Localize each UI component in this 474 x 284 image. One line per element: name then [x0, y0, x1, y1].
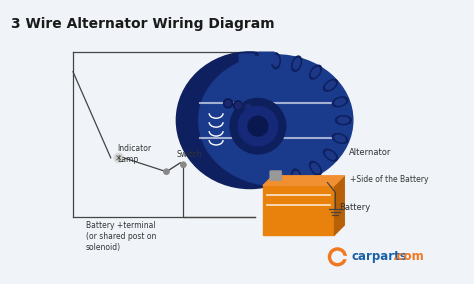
Ellipse shape [326, 151, 335, 159]
Text: Switch: Switch [176, 150, 202, 159]
Text: +Side of the Battery: +Side of the Battery [350, 175, 429, 184]
Text: Battery +terminal
(or shared post on
solenoid): Battery +terminal (or shared post on sol… [86, 221, 156, 252]
Ellipse shape [326, 81, 335, 89]
Circle shape [328, 248, 346, 266]
FancyBboxPatch shape [263, 185, 335, 235]
Ellipse shape [332, 97, 348, 107]
Text: carparts: carparts [351, 250, 407, 263]
Ellipse shape [292, 56, 301, 71]
Circle shape [230, 99, 286, 154]
Ellipse shape [324, 80, 337, 91]
Text: Battery: Battery [339, 203, 371, 212]
Ellipse shape [335, 135, 346, 142]
Ellipse shape [199, 55, 353, 185]
Ellipse shape [336, 116, 351, 125]
Circle shape [332, 251, 343, 262]
Ellipse shape [271, 172, 280, 187]
Circle shape [114, 153, 124, 163]
Circle shape [244, 103, 253, 112]
FancyBboxPatch shape [239, 54, 255, 66]
Ellipse shape [292, 169, 301, 184]
Ellipse shape [176, 52, 323, 189]
Ellipse shape [293, 59, 300, 69]
FancyBboxPatch shape [337, 256, 347, 258]
FancyBboxPatch shape [270, 171, 282, 181]
Circle shape [248, 116, 268, 136]
Circle shape [225, 101, 231, 106]
Circle shape [116, 155, 122, 161]
Ellipse shape [335, 99, 346, 105]
Ellipse shape [273, 174, 279, 185]
Text: Indicator
Lamp: Indicator Lamp [118, 144, 152, 164]
Ellipse shape [311, 164, 319, 173]
Circle shape [164, 169, 169, 175]
Polygon shape [335, 176, 345, 235]
Ellipse shape [311, 67, 319, 77]
Ellipse shape [293, 172, 300, 182]
Text: Alternator: Alternator [349, 148, 392, 157]
Circle shape [238, 106, 278, 146]
Ellipse shape [338, 117, 349, 123]
Ellipse shape [310, 65, 321, 79]
Ellipse shape [310, 161, 321, 175]
Circle shape [245, 105, 251, 110]
FancyBboxPatch shape [259, 52, 275, 64]
Ellipse shape [273, 55, 279, 66]
Text: 3 Wire Alternator Wiring Diagram: 3 Wire Alternator Wiring Diagram [11, 17, 275, 31]
Ellipse shape [271, 53, 280, 69]
Circle shape [224, 99, 233, 108]
Ellipse shape [332, 134, 348, 143]
Text: .com: .com [393, 250, 425, 263]
Circle shape [234, 101, 243, 110]
Circle shape [235, 103, 241, 108]
Polygon shape [263, 176, 345, 185]
Ellipse shape [324, 149, 337, 161]
Circle shape [180, 162, 186, 168]
